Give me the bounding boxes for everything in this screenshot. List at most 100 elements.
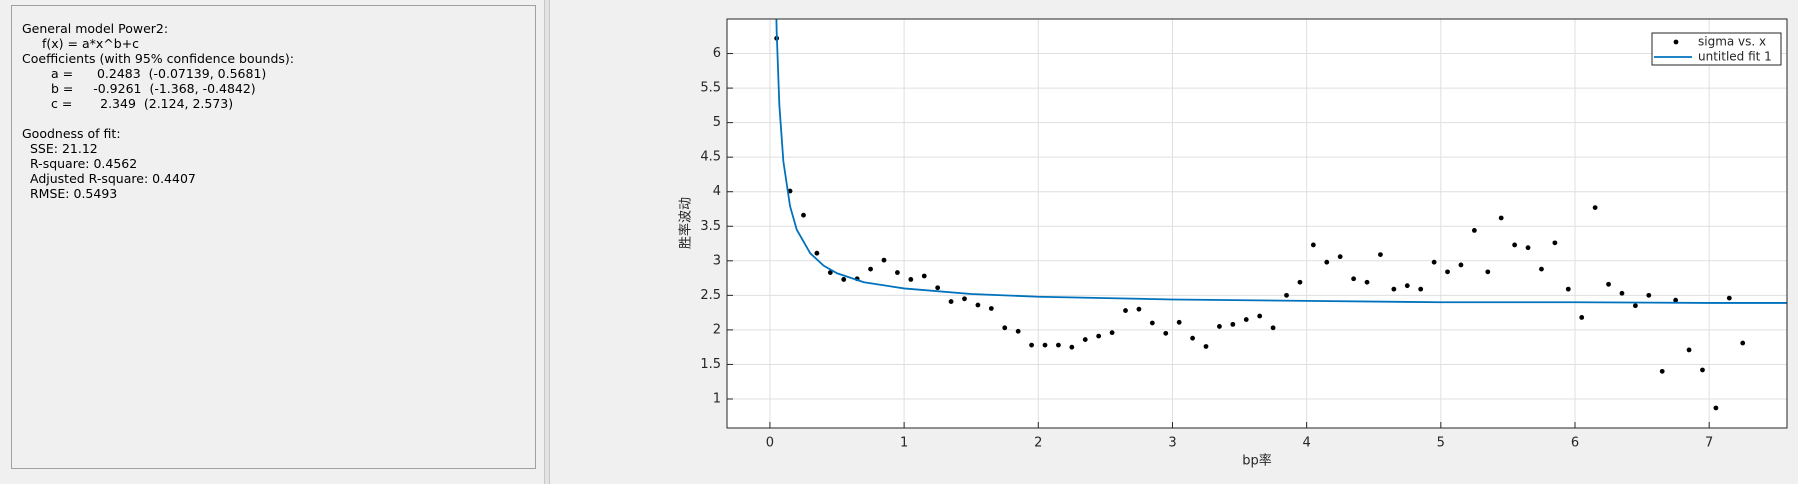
data-point (1284, 292, 1289, 298)
y-tick-label: 6 (713, 46, 721, 61)
x-tick-label: 6 (1571, 436, 1579, 451)
result-line: General model Power2: (22, 21, 169, 36)
data-point (1606, 281, 1611, 287)
data-point (1673, 297, 1679, 303)
axes-box (726, 18, 1788, 429)
data-point (1579, 315, 1585, 320)
chart: 0 1 2 3 4 5 6 7 1 1.5 2 2.5 3 3.5 4 4.5 5 5.5 6 bp率 胜率波动 s… (678, 18, 1788, 469)
data-point (1391, 286, 1397, 292)
data-point (1525, 245, 1531, 251)
x-tick-label: 4 (1303, 436, 1311, 451)
y-tick-label: 1 (713, 391, 721, 406)
legend-marker (1673, 39, 1679, 45)
data-point (1632, 303, 1638, 309)
data-point (1445, 269, 1450, 275)
result-line: a = 0.2483 (-0.07139, 0.5681) (51, 66, 267, 81)
x-tick-label: 1 (900, 436, 908, 451)
y-tick-label: 2.5 (700, 288, 721, 303)
data-point (1726, 295, 1732, 301)
data-point (1512, 242, 1518, 248)
data-point (1096, 333, 1102, 339)
y-tick-label: 4.5 (700, 150, 721, 165)
data-point (841, 277, 847, 282)
data-point (1029, 342, 1034, 348)
data-point (1056, 342, 1061, 348)
data-point (935, 285, 941, 291)
x-tick-label: 3 (1168, 436, 1176, 451)
data-point (908, 277, 914, 282)
data-point (1471, 228, 1477, 233)
data-point (1619, 290, 1625, 296)
result-line: Adjusted R-square: 0.4407 (30, 171, 196, 186)
data-point (1364, 279, 1370, 285)
legend-box (1651, 32, 1782, 66)
data-point (1069, 344, 1075, 350)
result-line: SSE: 21.12 (30, 141, 98, 156)
data-point (1565, 286, 1571, 292)
data-point (881, 257, 887, 263)
data-point (1310, 242, 1316, 248)
x-tick-label: 0 (766, 436, 774, 451)
data-point (1015, 328, 1021, 334)
data-point (1378, 252, 1383, 257)
data-point (801, 212, 806, 218)
y-tick-label: 5.5 (700, 81, 721, 96)
data-point (1324, 259, 1330, 265)
data-point (948, 299, 954, 304)
data-point (827, 270, 833, 275)
data-point (1203, 344, 1209, 349)
data-point (1498, 215, 1504, 221)
data-point (1163, 330, 1169, 336)
data-point (1042, 342, 1048, 348)
data-point (1270, 325, 1276, 331)
data-point (1176, 319, 1182, 325)
result-line: Coefficients (with 95% confidence bounds… (22, 51, 294, 66)
data-point (1297, 279, 1303, 285)
data-point (1002, 325, 1008, 331)
y-tick-label: 5 (713, 115, 721, 130)
x-tick-label: 7 (1705, 436, 1713, 451)
data-point (1539, 266, 1544, 272)
result-line: Goodness of fit: (22, 126, 121, 141)
data-point (1418, 286, 1424, 292)
x-axis-label: bp率 (1242, 453, 1272, 469)
data-point (814, 250, 820, 256)
data-point (1149, 320, 1155, 326)
data-point (1686, 347, 1692, 353)
data-point (988, 306, 994, 311)
result-line: R-square: 0.4562 (30, 156, 138, 171)
data-point (1190, 335, 1195, 341)
data-point (975, 302, 981, 308)
y-tick-label: 3 (713, 253, 721, 268)
data-point (1659, 368, 1665, 374)
data-point (1458, 262, 1464, 268)
plot-area (727, 19, 1787, 428)
data-point (1646, 292, 1652, 298)
data-point (962, 296, 967, 302)
fit-line (775, 19, 1787, 304)
legend-label: sigma vs. x (1698, 35, 1766, 49)
data-point (1552, 240, 1558, 246)
data-point (1740, 340, 1746, 346)
legend-label: untitled fit 1 (1698, 50, 1772, 64)
x-tick-label: 2 (1034, 436, 1042, 451)
result-line: c = 2.349 (2.124, 2.573) (51, 96, 234, 111)
data-point (1337, 254, 1343, 260)
y-tick-label: 2 (713, 322, 721, 337)
data-point (1351, 276, 1357, 282)
data-point (1230, 321, 1236, 327)
data-point (868, 266, 873, 272)
data-point (1243, 317, 1249, 322)
data-point (1713, 405, 1719, 411)
splitter[interactable] (544, 0, 550, 484)
data-point (1109, 330, 1115, 336)
data-point (1485, 269, 1491, 275)
data-point (1123, 308, 1128, 313)
results-panel: General model Power2: f(x) = a*x^b+c Coe… (11, 5, 536, 469)
data-point (895, 270, 900, 275)
data-point (1592, 205, 1598, 211)
y-tick-label: 1.5 (700, 357, 721, 372)
data-point (1700, 367, 1705, 373)
data-point (1404, 283, 1410, 289)
